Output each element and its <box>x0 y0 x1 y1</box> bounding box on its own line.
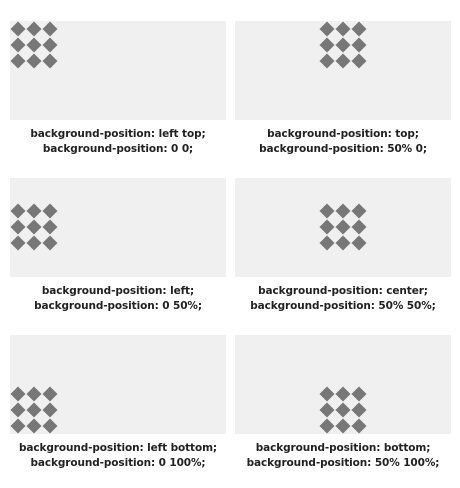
diamond-shape <box>42 37 58 53</box>
diamond-shape <box>42 402 58 418</box>
caption-keyword-line: background-position: center; <box>258 285 428 297</box>
diamond-grid-svg <box>10 386 58 434</box>
diamond-shape <box>335 386 351 402</box>
diamond-shape <box>319 37 335 53</box>
caption-value-line: background-position: 0 50%; <box>34 300 202 312</box>
caption-value-line: background-position: 50% 50%; <box>250 300 436 312</box>
diamond-shape <box>335 418 351 434</box>
diamond-grid-svg <box>319 21 367 69</box>
diamond-shape <box>335 37 351 53</box>
diamond-grid-icon <box>10 386 58 434</box>
diamond-shape <box>26 21 42 37</box>
diamond-shape <box>335 235 351 251</box>
diamond-shape <box>335 402 351 418</box>
diamond-shape <box>10 53 26 69</box>
example-bottom: background-position: bottom; background-… <box>235 335 451 471</box>
caption-keyword-line: background-position: left top; <box>30 128 206 140</box>
diamond-grid-icon <box>10 203 58 251</box>
diamond-shape <box>10 402 26 418</box>
diamond-shape <box>42 53 58 69</box>
diamond-shape <box>26 53 42 69</box>
diamond-shape <box>351 402 367 418</box>
diamond-shape <box>42 203 58 219</box>
caption-keyword-line: background-position: left; <box>41 285 195 297</box>
example-caption: background-position: left; background-po… <box>10 284 226 314</box>
example-box <box>235 335 451 434</box>
example-caption: background-position: top; background-pos… <box>235 127 451 157</box>
caption-value-line: background-position: 0 100%; <box>30 457 206 469</box>
example-center: background-position: center; background-… <box>235 178 451 314</box>
diamond-shape <box>319 203 335 219</box>
diamond-grid-svg <box>319 386 367 434</box>
caption-value-line: background-position: 0 0; <box>42 143 194 155</box>
diamond-grid-icon <box>10 21 58 69</box>
example-caption: background-position: left bottom; backgr… <box>10 441 226 471</box>
diamond-shape <box>26 235 42 251</box>
diamond-shape <box>319 53 335 69</box>
caption-value-line: background-position: 50% 0; <box>259 143 427 155</box>
diamond-shape <box>42 219 58 235</box>
diamond-shape <box>351 53 367 69</box>
diamond-shape <box>351 418 367 434</box>
diamond-shape <box>335 203 351 219</box>
diamond-grid-svg <box>319 203 367 251</box>
diamond-shape <box>351 219 367 235</box>
example-left: background-position: left; background-po… <box>10 178 226 314</box>
caption-value-line: background-position: 50% 100%; <box>246 457 440 469</box>
example-box <box>10 178 226 277</box>
diamond-shape <box>26 37 42 53</box>
caption-keyword-line: background-position: bottom; <box>255 442 431 454</box>
diamond-shape <box>26 402 42 418</box>
example-left-top: background-position: left top; backgroun… <box>10 21 226 157</box>
diamond-grid-icon <box>319 386 367 434</box>
example-caption: background-position: bottom; background-… <box>235 441 451 471</box>
diamond-shape <box>335 53 351 69</box>
diamond-shape <box>319 21 335 37</box>
diamond-shape <box>335 21 351 37</box>
diamond-shape <box>10 21 26 37</box>
diamond-shape <box>10 203 26 219</box>
diamond-shape <box>26 418 42 434</box>
diamond-shape <box>10 386 26 402</box>
example-box <box>10 335 226 434</box>
diamond-shape <box>26 219 42 235</box>
example-caption: background-position: left top; backgroun… <box>10 127 226 157</box>
diamond-shape <box>319 235 335 251</box>
diamond-shape <box>351 21 367 37</box>
diamond-grid-icon <box>319 203 367 251</box>
example-box <box>235 21 451 120</box>
diamond-shape <box>351 203 367 219</box>
diamond-shape <box>26 203 42 219</box>
diamond-shape <box>351 235 367 251</box>
diamond-grid-icon <box>319 21 367 69</box>
diamond-shape <box>42 235 58 251</box>
caption-keyword-line: background-position: left bottom; <box>18 442 218 454</box>
diamond-shape <box>42 418 58 434</box>
example-left-bottom: background-position: left bottom; backgr… <box>10 335 226 471</box>
diamond-grid-svg <box>10 203 58 251</box>
diamond-grid-svg <box>10 21 58 69</box>
diamond-shape <box>319 418 335 434</box>
caption-keyword-line: background-position: top; <box>267 128 419 140</box>
diamond-shape <box>42 21 58 37</box>
example-top: background-position: top; background-pos… <box>235 21 451 157</box>
example-caption: background-position: center; background-… <box>235 284 451 314</box>
diamond-shape <box>351 37 367 53</box>
diamond-shape <box>351 386 367 402</box>
example-box <box>235 178 451 277</box>
diamond-shape <box>335 219 351 235</box>
diamond-shape <box>42 386 58 402</box>
diamond-shape <box>319 386 335 402</box>
diamond-shape <box>10 37 26 53</box>
diamond-shape <box>10 418 26 434</box>
diamond-shape <box>26 386 42 402</box>
diamond-shape <box>319 219 335 235</box>
diamond-shape <box>319 402 335 418</box>
example-box <box>10 21 226 120</box>
diamond-shape <box>10 219 26 235</box>
diamond-shape <box>10 235 26 251</box>
